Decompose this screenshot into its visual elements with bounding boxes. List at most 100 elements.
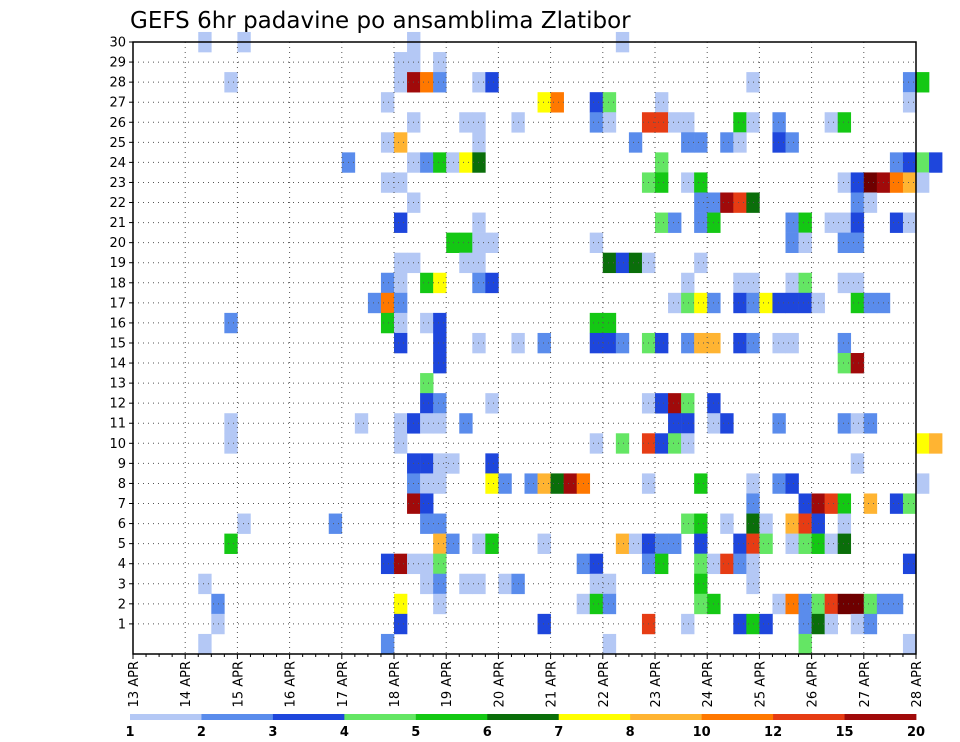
- heatmap-cell: [655, 393, 669, 414]
- y-tick-label: 26: [109, 116, 126, 131]
- heatmap-cell: [655, 112, 669, 133]
- heatmap-cell: [589, 593, 604, 615]
- heatmap-cell: [668, 292, 682, 314]
- colorbar-swatch: [630, 714, 703, 720]
- heatmap-cell: [902, 152, 917, 173]
- heatmap-cell: [602, 573, 617, 595]
- colorbar-label: 2: [197, 725, 206, 740]
- heatmap-cell: [824, 533, 838, 554]
- heatmap-cell: [380, 292, 395, 314]
- heatmap-cell: [850, 212, 865, 233]
- heatmap-cell: [668, 393, 682, 414]
- heatmap-cell: [694, 533, 708, 554]
- heatmap-cell: [798, 613, 812, 635]
- heatmap-cell: [850, 172, 865, 193]
- heatmap-cell: [785, 513, 799, 534]
- heatmap-cell: [850, 272, 865, 294]
- heatmap-cell: [655, 152, 669, 173]
- heatmap-cell: [733, 272, 747, 294]
- heatmap-cell: [420, 312, 434, 334]
- heatmap-cell: [733, 132, 747, 153]
- heatmap-cell: [655, 433, 669, 454]
- y-tick-label: 13: [109, 377, 126, 392]
- heatmap-cell: [589, 112, 604, 133]
- y-tick-label: 11: [109, 417, 126, 432]
- heatmap-cell: [733, 112, 747, 133]
- x-tick-label: 24 APR: [701, 661, 716, 707]
- heatmap-cell: [433, 332, 447, 354]
- heatmap-cell: [759, 513, 773, 534]
- heatmap-cell: [655, 172, 669, 193]
- y-tick-label: 5: [118, 537, 126, 552]
- heatmap-cell: [889, 593, 904, 615]
- colorbar-swatch: [201, 714, 274, 720]
- heatmap-cell: [224, 72, 238, 93]
- heatmap-cell: [589, 92, 604, 113]
- heatmap-cell: [550, 473, 564, 494]
- heatmap-cell: [694, 332, 708, 354]
- heatmap-cell: [589, 332, 604, 354]
- colorbar-label: 3: [268, 725, 277, 740]
- y-tick-label: 9: [118, 457, 126, 472]
- x-tick-label: 22 APR: [597, 661, 612, 707]
- heatmap-cell: [798, 533, 812, 554]
- heatmap-cell: [902, 493, 917, 514]
- heatmap-cell: [537, 613, 551, 635]
- heatmap-cell: [485, 393, 499, 414]
- heatmap-cell: [394, 252, 408, 274]
- heatmap-cell: [628, 533, 643, 554]
- heatmap-cell: [798, 593, 812, 615]
- heatmap-cell: [824, 493, 838, 514]
- heatmap-cell: [628, 132, 643, 153]
- heatmap-cell: [668, 413, 682, 434]
- heatmap-cell: [837, 533, 852, 554]
- heatmap-cell: [459, 573, 473, 595]
- heatmap-cell: [328, 513, 343, 534]
- heatmap-cell: [837, 513, 852, 534]
- heatmap-cell: [602, 112, 617, 133]
- heatmap-cell: [720, 513, 734, 534]
- x-tick-label: 23 APR: [649, 661, 664, 707]
- heatmap-cell: [681, 172, 695, 193]
- heatmap-cell: [720, 132, 734, 153]
- colorbar-swatch: [844, 714, 917, 720]
- heatmap-cell: [459, 252, 473, 274]
- heatmap-cell: [681, 413, 695, 434]
- heatmap-cell: [733, 292, 747, 314]
- heatmap-cell: [394, 132, 408, 153]
- heatmap-cell: [459, 152, 473, 173]
- heatmap-cell: [446, 232, 460, 253]
- heatmap-cell: [720, 192, 734, 213]
- colorbar-label: 7: [554, 725, 563, 740]
- x-axis-tick-labels: 13 APR 14 APR 15 APR 16 APR 17 APR 18 APR 19 A…: [127, 654, 925, 707]
- heatmap-cell: [433, 593, 447, 615]
- heatmap-cell: [615, 533, 630, 554]
- heatmap-cell: [537, 533, 551, 554]
- y-tick-label: 14: [109, 357, 126, 372]
- heatmap-cell: [380, 312, 395, 334]
- heatmap-cell: [916, 172, 930, 193]
- heatmap-cell: [433, 413, 447, 434]
- heatmap-cell: [785, 332, 799, 354]
- y-tick-label: 7: [118, 497, 126, 512]
- heatmap-cell: [459, 413, 473, 434]
- heatmap-cell: [850, 453, 865, 474]
- heatmap-cell: [589, 573, 604, 595]
- heatmap-cell: [602, 252, 617, 274]
- y-tick-label: 20: [109, 236, 126, 251]
- y-tick-label: 24: [109, 156, 126, 171]
- heatmap-cell: [733, 553, 747, 575]
- heatmap-cell: [759, 613, 773, 635]
- x-tick-label: 25 APR: [753, 661, 768, 707]
- heatmap-cell: [433, 72, 447, 93]
- heatmap-cell: [837, 593, 852, 615]
- heatmap-cell: [929, 433, 943, 454]
- heatmap-cell: [380, 553, 395, 575]
- heatmap-cell: [798, 272, 812, 294]
- heatmap-cell: [420, 493, 434, 514]
- heatmap-cell: [785, 232, 799, 253]
- heatmap-cell: [420, 473, 434, 494]
- heatmap-cell: [785, 473, 799, 494]
- heatmap-cell: [380, 132, 395, 153]
